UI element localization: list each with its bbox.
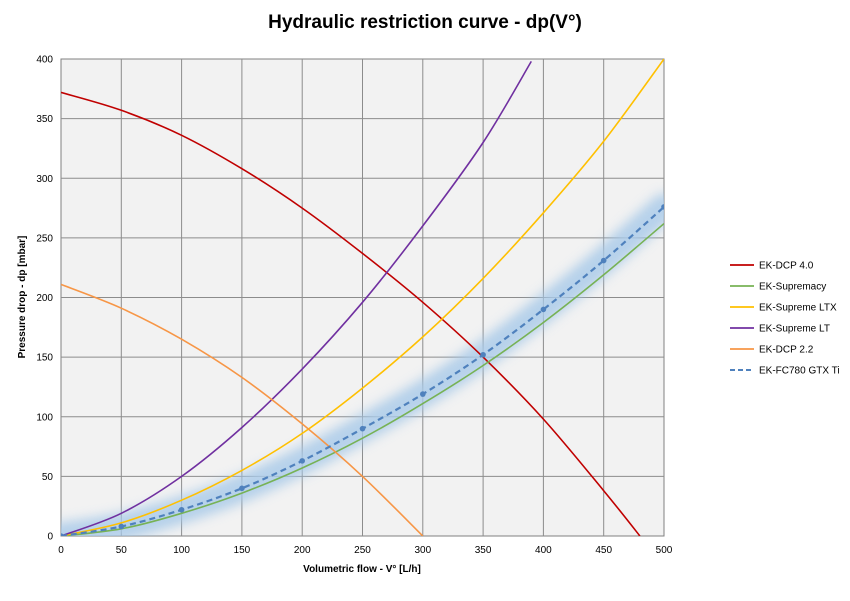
legend-label: EK-DCP 2.2 bbox=[759, 345, 814, 356]
data-point bbox=[540, 306, 547, 313]
x-tick-label: 500 bbox=[656, 545, 673, 556]
data-point bbox=[480, 351, 486, 358]
x-tick-label: 0 bbox=[58, 545, 64, 556]
y-tick-label: 400 bbox=[36, 55, 53, 66]
y-tick-labels: 0 50 100 150 200 250 300 350 400 bbox=[36, 55, 53, 543]
data-point bbox=[420, 391, 426, 397]
y-tick-label: 350 bbox=[36, 114, 53, 125]
legend-label: EK-FC780 GTX Ti bbox=[759, 366, 840, 377]
series-line-ek-dcp-4-0 bbox=[61, 91, 641, 536]
data-point bbox=[600, 257, 607, 264]
series-line-ek-supreme-ltx bbox=[61, 59, 664, 536]
x-tick-label: 200 bbox=[294, 545, 311, 556]
series-line-ek-supremacy bbox=[61, 222, 664, 536]
y-tick-label: 100 bbox=[36, 412, 53, 423]
legend-label: EK-DCP 4.0 bbox=[759, 261, 814, 272]
y-tick-label: 50 bbox=[42, 472, 54, 483]
series-line-ek-dcp-2-2 bbox=[61, 283, 424, 536]
x-tick-labels: 0 50 100 150 200 250 300 350 400 450 500 bbox=[58, 545, 673, 556]
y-axis-title: Pressure drop - dp [mbar] bbox=[17, 236, 28, 359]
x-tick-label: 50 bbox=[116, 545, 128, 556]
data-point bbox=[239, 485, 245, 492]
data-point bbox=[661, 204, 664, 210]
x-tick-label: 300 bbox=[414, 545, 431, 556]
y-tick-label: 200 bbox=[36, 293, 53, 304]
data-point bbox=[61, 533, 64, 536]
legend-label: EK-Supreme LTX bbox=[759, 303, 837, 314]
x-tick-label: 150 bbox=[234, 545, 251, 556]
series-lines bbox=[61, 59, 664, 536]
x-tick-label: 450 bbox=[595, 545, 612, 556]
data-point bbox=[118, 523, 125, 530]
data-point bbox=[178, 506, 185, 513]
legend-label: EK-Supremacy bbox=[759, 282, 826, 293]
y-tick-label: 0 bbox=[47, 532, 53, 543]
legend-label: EK-Supreme LT bbox=[759, 324, 830, 335]
series-line-ek-supreme-lt bbox=[61, 60, 532, 536]
y-tick-label: 250 bbox=[36, 233, 53, 244]
legend: EK-DCP 4.0 EK-Supremacy EK-Supreme LTX EK-S… bbox=[730, 261, 840, 377]
x-tick-label: 400 bbox=[535, 545, 552, 556]
data-point bbox=[359, 425, 366, 432]
x-axis-title: Volumetric flow - V° [L/h] bbox=[303, 564, 421, 575]
y-tick-label: 150 bbox=[36, 353, 53, 364]
chart-title: Hydraulic restriction curve - dp(V°) bbox=[268, 12, 582, 33]
x-tick-label: 250 bbox=[354, 545, 371, 556]
data-point bbox=[299, 458, 306, 464]
y-tick-label: 300 bbox=[36, 174, 53, 185]
x-tick-label: 350 bbox=[475, 545, 492, 556]
x-tick-label: 100 bbox=[173, 545, 190, 556]
